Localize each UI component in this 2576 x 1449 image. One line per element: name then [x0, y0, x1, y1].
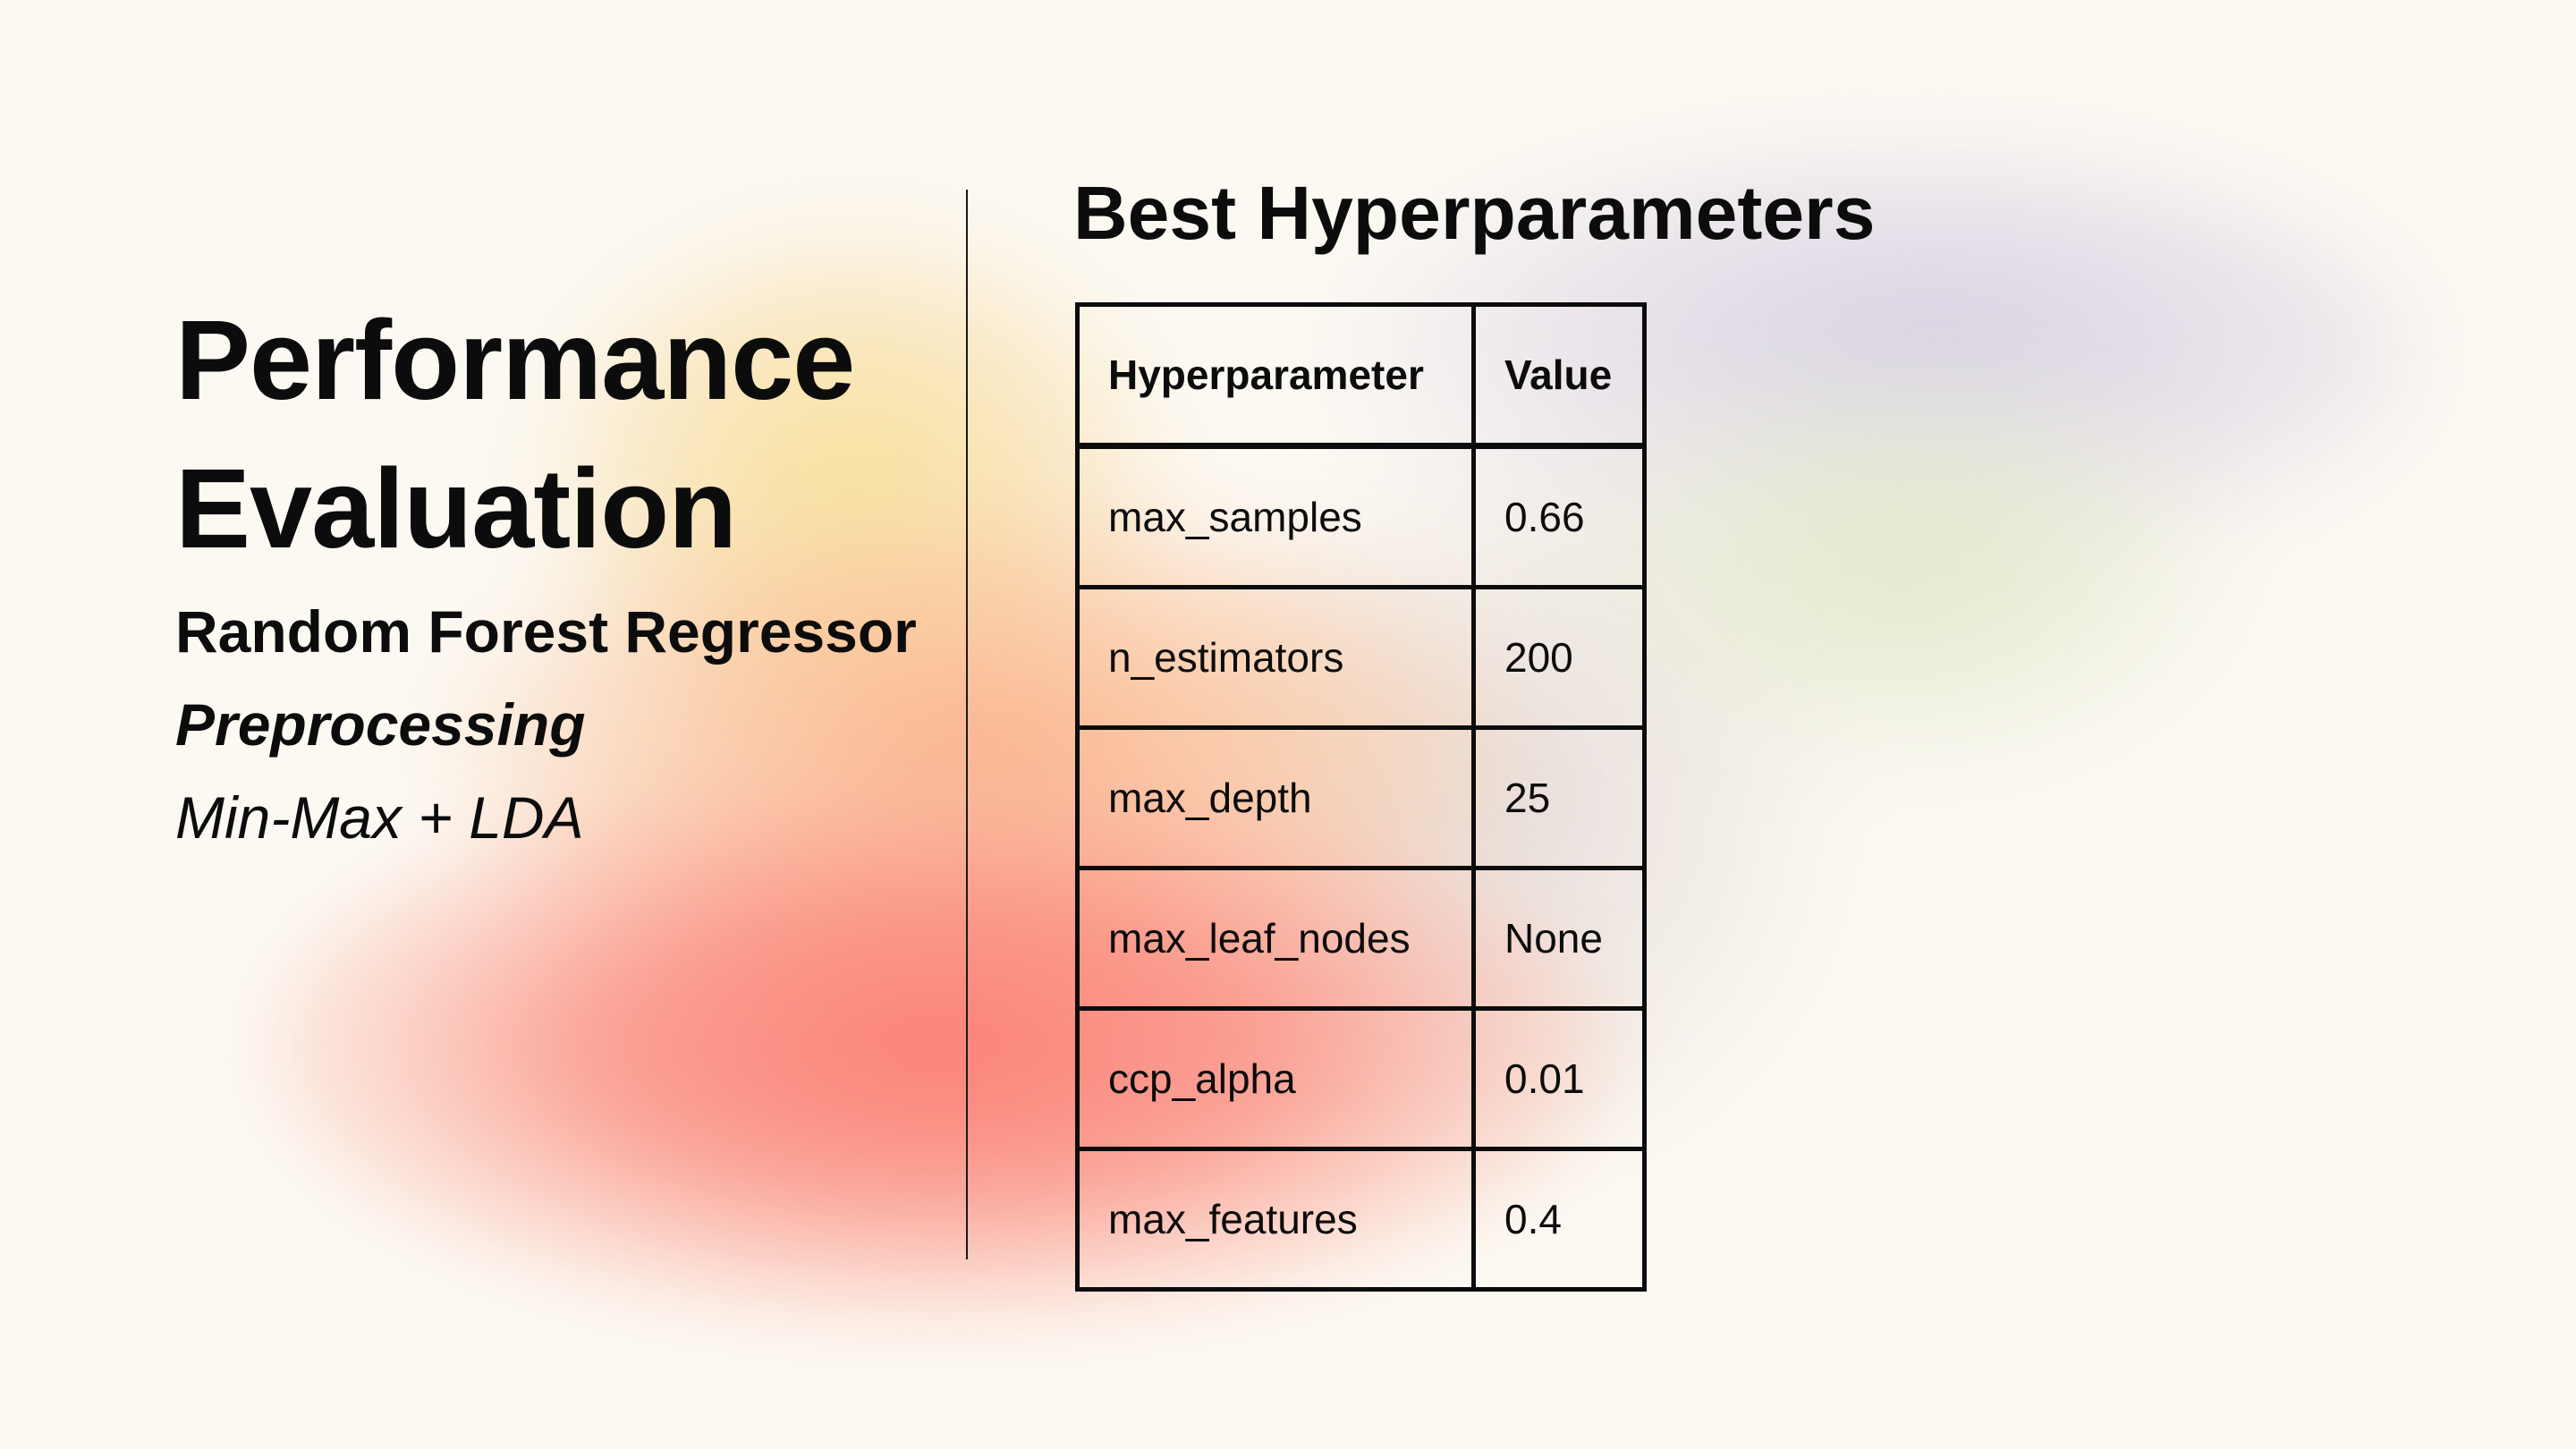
hyperparameter-name: max_features: [1075, 1147, 1476, 1292]
preprocessing-value: Min-Max + LDA: [175, 784, 584, 851]
table-row: max_samples 0.66: [1075, 444, 1647, 589]
table-row: n_estimators 200: [1075, 585, 1647, 730]
hyperparameters-table: Hyperparameter Value max_samples 0.66 n_…: [1075, 302, 1647, 1292]
slide-title: Performance Evaluation: [175, 286, 980, 583]
header-hyperparameter: Hyperparameter: [1075, 302, 1476, 449]
hyperparameter-value: 25: [1471, 725, 1647, 870]
hyperparameter-value: 200: [1471, 585, 1647, 730]
model-name: Random Forest Regressor: [175, 598, 917, 665]
hyperparameters-title: Best Hyperparameters: [1073, 171, 1876, 255]
hyperparameter-value: 0.01: [1471, 1006, 1647, 1151]
gradient-blob-green: [1565, 358, 2236, 769]
hyperparameter-name: n_estimators: [1075, 585, 1476, 730]
hyperparameter-name: max_leaf_nodes: [1075, 866, 1476, 1011]
table-row: max_depth 25: [1075, 725, 1647, 870]
hyperparameter-value: 0.66: [1471, 444, 1647, 589]
hyperparameter-name: max_samples: [1075, 444, 1476, 589]
preprocessing-label: Preprocessing: [175, 691, 586, 758]
hyperparameter-value: None: [1471, 866, 1647, 1011]
slide-title-line2: Evaluation: [175, 445, 737, 572]
table-header-row: Hyperparameter Value: [1075, 302, 1647, 449]
slide-title-line1: Performance: [175, 297, 855, 423]
table-row: max_features 0.4: [1075, 1147, 1647, 1292]
hyperparameter-value: 0.4: [1471, 1147, 1647, 1292]
header-value: Value: [1471, 302, 1647, 449]
table-row: max_leaf_nodes None: [1075, 866, 1647, 1011]
hyperparameter-name: max_depth: [1075, 725, 1476, 870]
hyperparameter-name: ccp_alpha: [1075, 1006, 1476, 1151]
table-row: ccp_alpha 0.01: [1075, 1006, 1647, 1151]
vertical-divider: [966, 190, 968, 1259]
